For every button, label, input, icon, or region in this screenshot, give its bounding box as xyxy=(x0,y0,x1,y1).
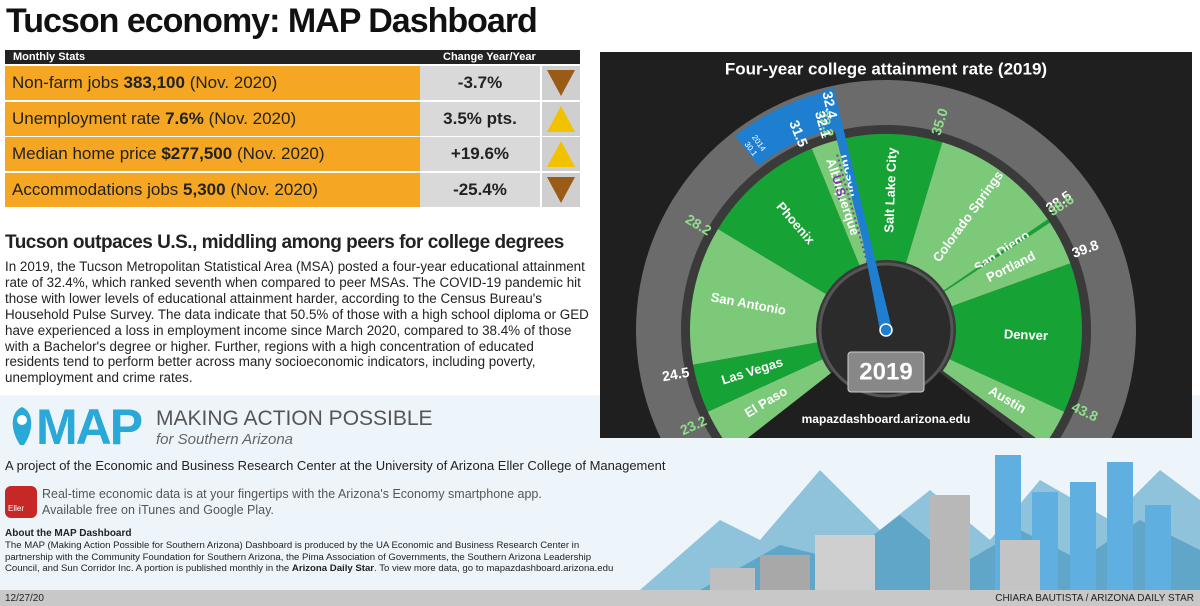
brand-tagline: for Southern Arizona xyxy=(156,431,294,448)
city-sector xyxy=(906,142,1048,291)
app-text: Available free on iTunes and Google Play… xyxy=(42,503,274,517)
page-title: Tucson economy: MAP Dashboard xyxy=(6,2,538,40)
building xyxy=(1000,540,1040,590)
stat-change: -25.4% xyxy=(420,172,540,207)
city-sector xyxy=(707,359,831,438)
app-text: Real-time economic data is at your finge… xyxy=(42,487,542,501)
stat-label: Accommodations jobs xyxy=(12,179,179,199)
city-sector xyxy=(690,229,827,365)
stat-row: Unemployment rate 7.6% (Nov. 2020) 3.5% p… xyxy=(5,101,580,136)
brand-name: MAKING ACTION POSSIBLE xyxy=(156,407,433,430)
arrow-cell xyxy=(542,66,580,100)
stat-label: Unemployment rate xyxy=(12,108,161,128)
about-body: The MAP (Making Action Possible for Sout… xyxy=(5,540,620,575)
trend-arrow xyxy=(547,70,575,96)
stat-row: Median home price $277,500 (Nov. 2020) +1… xyxy=(5,137,580,171)
trend-arrow xyxy=(547,105,575,132)
stat-value: 5,300 xyxy=(183,179,226,199)
city-sector xyxy=(693,342,823,412)
app-icon-label: Eller xyxy=(8,504,25,513)
city-sector xyxy=(949,263,1082,412)
stat-label-cell: Accommodations jobs 5,300 (Nov. 2020) xyxy=(5,172,420,207)
about-text: . To view more data, go to mapazdashboar… xyxy=(374,563,614,575)
city-name: Salt Lake City xyxy=(881,146,899,233)
article-body: In 2019, the Tucson Metropolitan Statist… xyxy=(5,259,589,386)
year: 2019 xyxy=(859,358,912,385)
stat-date: (Nov. 2020) xyxy=(208,108,297,128)
stat-label-cell: Unemployment rate 7.6% (Nov. 2020) xyxy=(5,101,420,136)
stat-value: 383,100 xyxy=(123,73,185,92)
about-heading: About the MAP Dashboard xyxy=(5,528,132,539)
stat-label: Median home price xyxy=(12,144,157,163)
gauge-title: Four-year college attainment rate (2019) xyxy=(725,59,1047,78)
building xyxy=(710,568,755,590)
prior-band xyxy=(735,89,842,166)
year-box xyxy=(847,351,925,393)
city-sector xyxy=(811,140,869,266)
stat-value: 7.6% xyxy=(165,108,204,128)
logo-pin-dot xyxy=(17,415,27,425)
city-sector xyxy=(944,222,1071,307)
stat-change: -3.7% xyxy=(420,66,540,100)
city-sector xyxy=(943,219,1050,292)
footer-date: 12/27/20 xyxy=(5,593,44,604)
project-note: A project of the Economic and Business R… xyxy=(5,458,666,473)
city-value: 24.5 xyxy=(661,364,691,385)
header-cell: Change Year/Year xyxy=(443,51,536,63)
stat-value: $277,500 xyxy=(161,144,233,163)
about-text: The MAP (Making Action Possible for Sout… xyxy=(5,540,592,575)
building xyxy=(930,495,970,590)
building xyxy=(815,535,875,590)
arrow-cell xyxy=(542,172,580,207)
city-sector xyxy=(942,359,1065,438)
city-name: Denver xyxy=(1004,326,1049,343)
stat-label-cell: Non-farm jobs 383,100 (Nov. 2020) xyxy=(5,66,420,100)
city-value: 35.0 xyxy=(928,106,951,137)
trend-arrow xyxy=(547,141,575,167)
stat-change: 3.5% pts. xyxy=(420,101,540,136)
about-bold: Arizona Daily Star xyxy=(291,563,375,575)
url: mapazdashboard.arizona.edu xyxy=(802,412,971,426)
tower xyxy=(1070,482,1096,590)
stats-header: Monthly Stats Change Year/Year xyxy=(5,50,580,64)
tower xyxy=(1107,462,1133,590)
stat-date: (Nov. 2020) xyxy=(230,179,318,199)
stat-label-cell: Median home price $277,500 (Nov. 2020) xyxy=(5,137,420,171)
arrow-cell xyxy=(542,137,580,171)
stat-change: +19.6% xyxy=(420,137,540,171)
footer-credit: CHIARA BAUTISTA / ARIZONA DAILY STAR xyxy=(995,593,1194,604)
needle xyxy=(832,85,892,332)
city-sector xyxy=(718,148,860,294)
city-sector xyxy=(844,134,943,263)
header-cell: Monthly Stats xyxy=(13,51,86,63)
needle-pivot xyxy=(879,323,893,337)
tower xyxy=(1145,505,1171,590)
us-name: U.S. xyxy=(829,173,850,201)
us-value: 32.1 xyxy=(812,109,835,140)
trend-arrow xyxy=(547,176,575,203)
stat-date: (Nov. 2020) xyxy=(189,73,278,92)
app-icon xyxy=(5,486,37,518)
logo-text: MAP xyxy=(36,399,143,455)
stat-row: Non-farm jobs 383,100 (Nov. 2020) -3.7% xyxy=(5,66,580,100)
building xyxy=(760,555,810,590)
footer: 12/27/20 CHIARA BAUTISTA / ARIZONA DAILY… xyxy=(0,590,1200,606)
stat-label: Non-farm jobs xyxy=(12,73,119,92)
arrow-cell xyxy=(542,101,580,136)
logo-pin xyxy=(12,407,32,445)
article-heading: Tucson outpaces U.S., middling among pee… xyxy=(5,232,564,253)
stat-row: Accommodations jobs 5,300 (Nov. 2020) -25… xyxy=(5,172,580,207)
stat-date: (Nov. 2020) xyxy=(236,144,325,163)
